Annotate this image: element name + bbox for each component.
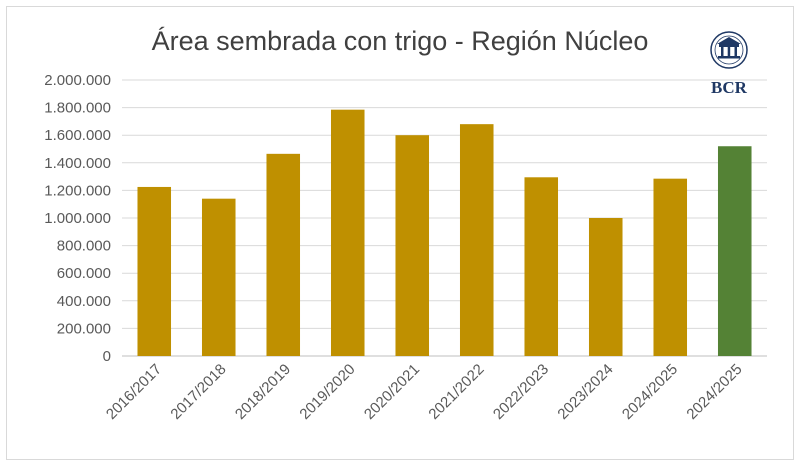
y-tick-label: 600.000: [57, 265, 111, 282]
x-tick-label: 2019/2020: [296, 361, 358, 423]
bcr-logo: BCR: [710, 31, 748, 97]
y-tick-label: 2.000.000: [44, 72, 111, 89]
x-tick-label: 2022/2023: [490, 361, 552, 423]
y-tick-label: 1.000.000: [44, 210, 111, 227]
y-tick-label: 0: [103, 348, 111, 365]
bar: [653, 178, 688, 356]
chart-title: Área sembrada con trigo - Región Núcleo: [152, 26, 649, 56]
x-axis: 2016/2017 2017/2018 2018/2019 2019/2020 2020…: [103, 361, 746, 423]
y-tick-label: 1.800.000: [44, 100, 111, 117]
bcr-seal-icon: [710, 31, 748, 69]
y-tick-label: 800.000: [57, 238, 111, 255]
bars: [137, 109, 752, 356]
bar: [137, 186, 172, 356]
x-tick-label: 2023/2024: [554, 361, 616, 423]
x-tick-label: 2016/2017: [103, 361, 165, 423]
x-tick-label: 2024/2025: [619, 361, 681, 423]
x-tick-label: 2017/2018: [167, 361, 229, 423]
bar: [588, 218, 623, 356]
x-tick-label: 2024/2025: [683, 361, 745, 423]
bar: [201, 198, 236, 356]
y-tick-label: 400.000: [57, 293, 111, 310]
y-axis: 0 200.000 400.000 600.000 800.000 1.000.000 1.…: [44, 72, 111, 365]
logo-text: BCR: [711, 78, 748, 97]
y-tick-label: 200.000: [57, 320, 111, 337]
bar: [717, 146, 752, 356]
y-tick-label: 1.600.000: [44, 127, 111, 144]
bar: [330, 109, 365, 356]
x-tick-label: 2020/2021: [361, 361, 423, 423]
bar: [395, 135, 430, 356]
x-tick-label: 2021/2022: [425, 361, 487, 423]
y-tick-label: 1.200.000: [44, 182, 111, 199]
bar: [266, 153, 301, 356]
bar: [524, 177, 559, 356]
x-tick-label: 2018/2019: [232, 361, 294, 423]
y-tick-label: 1.400.000: [44, 155, 111, 172]
bar: [459, 124, 494, 356]
